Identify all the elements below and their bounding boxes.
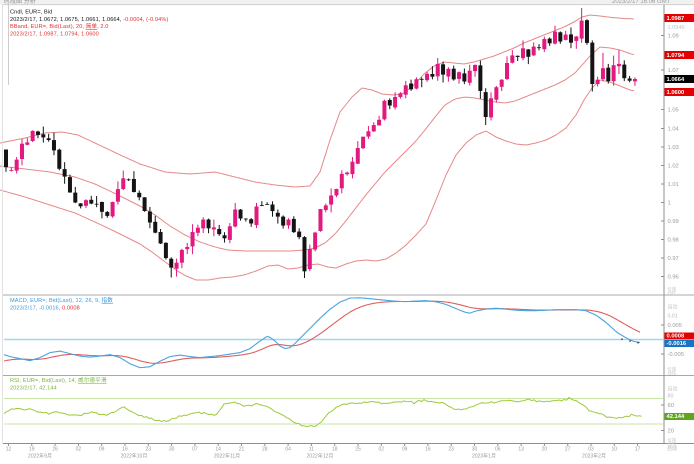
svg-text:12: 12 — [6, 447, 12, 453]
svg-text:1.0600: 1.0600 — [667, 90, 685, 96]
svg-text:2023/2/17, 1.0672, 1.0675, 1.0: 2023/2/17, 1.0672, 1.0675, 1.0661, 1.066… — [10, 17, 168, 23]
svg-text:18: 18 — [332, 447, 338, 453]
svg-text:2023年2月: 2023年2月 — [582, 453, 606, 460]
svg-text:17: 17 — [635, 447, 641, 453]
svg-text:自动: 自动 — [667, 445, 677, 452]
svg-text:1.0664: 1.0664 — [667, 77, 686, 83]
svg-text:线性: 线性 — [668, 289, 677, 296]
svg-text:自动: 自动 — [668, 386, 678, 393]
svg-text:0.97: 0.97 — [668, 256, 679, 262]
svg-text:1.0794: 1.0794 — [667, 53, 686, 59]
svg-text:1.09: 1.09 — [668, 34, 679, 40]
svg-text:自动: 自动 — [668, 304, 678, 311]
svg-text:2022年11月: 2022年11月 — [214, 453, 240, 460]
svg-text:2022年10月: 2022年10月 — [121, 453, 148, 460]
svg-text:2022年9月: 2022年9月 — [28, 453, 52, 460]
svg-text:04: 04 — [285, 447, 291, 453]
svg-text:1.05: 1.05 — [668, 108, 679, 114]
svg-text:06: 06 — [495, 447, 501, 453]
svg-text:20: 20 — [542, 447, 548, 453]
svg-text:1.03: 1.03 — [668, 145, 679, 151]
svg-text:0.98: 0.98 — [668, 238, 679, 244]
svg-text:23: 23 — [146, 447, 152, 453]
svg-text:21: 21 — [239, 447, 245, 453]
svg-text:09: 09 — [99, 447, 105, 453]
svg-text:0.99: 0.99 — [668, 219, 679, 225]
svg-text:20: 20 — [668, 429, 674, 435]
svg-text:1.0946: 1.0946 — [668, 25, 685, 31]
svg-text:价格: 价格 — [668, 437, 677, 444]
svg-text:2023/2/17 16:06 GMT: 2023/2/17 16:06 GMT — [612, 0, 671, 5]
svg-text:1: 1 — [668, 201, 671, 207]
svg-text:19: 19 — [29, 447, 35, 453]
svg-text:02: 02 — [76, 447, 82, 453]
svg-text:-0.005: -0.005 — [668, 352, 684, 358]
svg-text:2023/2/17, -0.0016, 0.0008: 2023/2/17, -0.0016, 0.0008 — [10, 305, 80, 311]
svg-text:10: 10 — [612, 447, 618, 453]
svg-text:16: 16 — [425, 447, 431, 453]
svg-text:03: 03 — [588, 447, 594, 453]
svg-text:27: 27 — [565, 447, 571, 453]
svg-text:1.01: 1.01 — [668, 182, 679, 188]
svg-text:2022年12月: 2022年12月 — [307, 453, 334, 460]
svg-text:2023/2/17, 42.144: 2023/2/17, 42.144 — [10, 385, 57, 391]
svg-text:Cndl, EUR=, Bid: Cndl, EUR=, Bid — [10, 10, 52, 16]
svg-text:2023/2/17, 1.0987, 1.0794, 1.0: 2023/2/17, 1.0987, 1.0794, 1.0600 — [10, 31, 99, 37]
svg-text:1.07: 1.07 — [668, 68, 679, 74]
svg-text:26: 26 — [52, 447, 58, 453]
svg-text:25: 25 — [355, 447, 361, 453]
svg-text:02: 02 — [379, 447, 385, 453]
svg-text:80: 80 — [668, 394, 674, 400]
svg-text:1.02: 1.02 — [668, 164, 679, 170]
svg-text:07: 07 — [192, 447, 198, 453]
svg-text:线性: 线性 — [668, 370, 677, 377]
svg-text:23: 23 — [448, 447, 454, 453]
svg-text:价格: 价格 — [668, 366, 677, 373]
svg-text:1.04: 1.04 — [668, 127, 680, 133]
svg-text:时段图 分析: 时段图 分析 — [4, 0, 36, 5]
svg-text:-0.0016: -0.0016 — [667, 341, 687, 347]
svg-text:2023年1月: 2023年1月 — [472, 453, 496, 460]
svg-text:0.96: 0.96 — [668, 275, 679, 281]
svg-text:42.144: 42.144 — [667, 414, 686, 420]
svg-text:RSI, EUR=, Bid(Last), 14, 威尔德平: RSI, EUR=, Bid(Last), 14, 威尔德平滑 — [10, 376, 107, 384]
svg-text:16: 16 — [122, 447, 128, 453]
svg-text:30: 30 — [169, 447, 175, 453]
svg-text:1.0987: 1.0987 — [667, 16, 685, 22]
svg-text:11: 11 — [309, 447, 314, 453]
svg-text:13: 13 — [518, 447, 524, 453]
svg-text:28: 28 — [262, 447, 268, 453]
svg-text:0.01: 0.01 — [668, 314, 678, 320]
svg-text:09: 09 — [402, 447, 408, 453]
svg-text:60: 60 — [668, 403, 674, 409]
svg-text:30: 30 — [472, 447, 478, 453]
svg-text:14: 14 — [215, 447, 221, 453]
svg-text:MACD, EUR=, Bid(Last), 12, 26,: MACD, EUR=, Bid(Last), 12, 26, 9, 指数 — [10, 296, 113, 304]
svg-text:0.005: 0.005 — [668, 323, 683, 329]
svg-text:0.0008: 0.0008 — [667, 334, 686, 340]
svg-text:BBand, EUR=, Bid(Last), 20, 简单: BBand, EUR=, Bid(Last), 20, 简单, 2.0 — [10, 22, 109, 30]
svg-text:线性: 线性 — [668, 441, 677, 448]
svg-text:价格: 价格 — [668, 285, 677, 292]
